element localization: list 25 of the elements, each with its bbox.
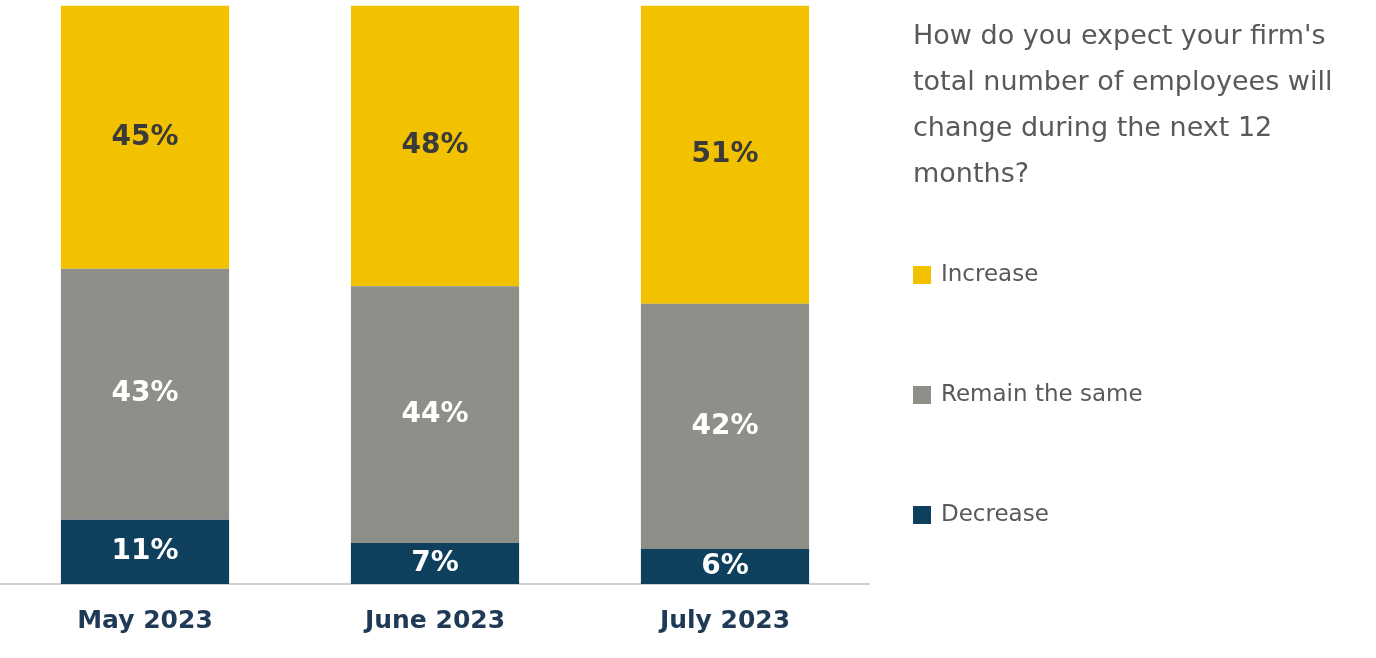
bar xyxy=(350,543,520,584)
data-label: 45% xyxy=(111,118,179,152)
bar xyxy=(640,303,810,549)
bar xyxy=(350,5,520,287)
data-label: 43% xyxy=(111,375,179,409)
bar xyxy=(640,548,810,584)
x-tick-label: July 2023 xyxy=(657,604,791,634)
data-label: 42% xyxy=(691,407,759,441)
data-label: 48% xyxy=(401,127,469,161)
x-tick-label: June 2023 xyxy=(362,604,506,634)
bar xyxy=(60,519,230,584)
bar xyxy=(640,5,810,304)
bar xyxy=(350,286,520,544)
legend-title: How do you expect your firm's total number of employees will change during the next 12 months? xyxy=(913,18,1334,190)
data-label: 11% xyxy=(111,533,179,567)
data-label: 6% xyxy=(701,547,749,581)
x-tick-label: May 2023 xyxy=(77,604,213,634)
legend-label: Remain the same xyxy=(941,380,1143,406)
legend-label: Increase xyxy=(941,260,1039,286)
bar xyxy=(60,268,230,520)
legend-label: Decrease xyxy=(941,500,1049,526)
data-label: 7% xyxy=(411,544,459,578)
bar xyxy=(60,5,230,269)
data-label: 44% xyxy=(401,395,469,429)
data-label: 51% xyxy=(691,136,759,170)
